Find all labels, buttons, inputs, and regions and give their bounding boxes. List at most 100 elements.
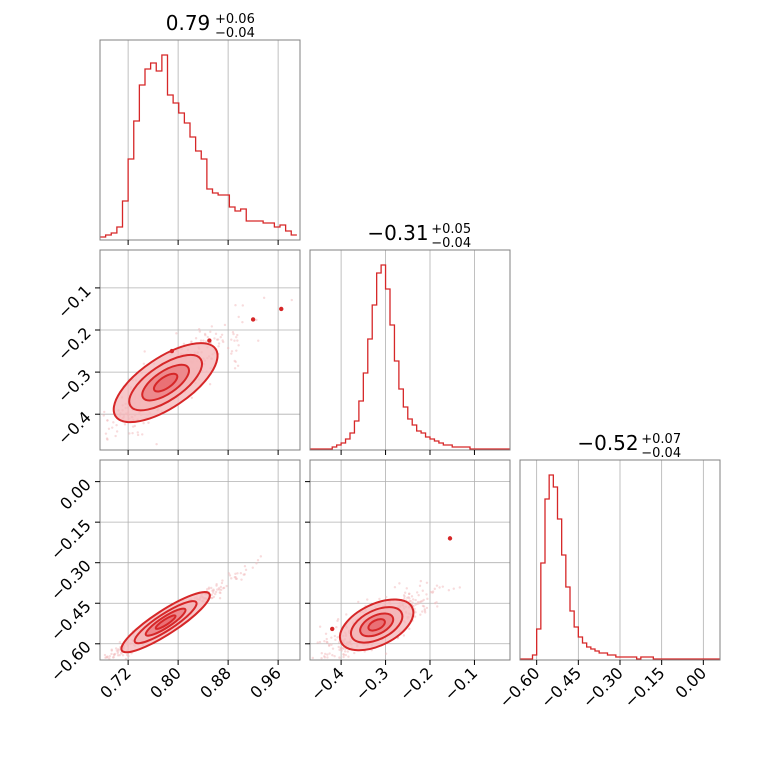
- scatter-point: [230, 577, 233, 580]
- x-tick-label: 0.00: [672, 663, 711, 702]
- scatter-point: [123, 423, 127, 426]
- scatter-point: [414, 611, 417, 614]
- marginal-title-median: −0.31: [367, 221, 428, 245]
- marginal-2-group: [519, 459, 721, 665]
- scatter-point: [419, 613, 422, 616]
- scatter-point: [441, 585, 445, 588]
- scatter-point: [136, 433, 140, 437]
- scatter-point: [108, 657, 111, 660]
- scatter-point: [210, 596, 213, 600]
- scatter-point: [326, 656, 329, 659]
- scatter-point: [108, 655, 112, 658]
- x-tick-label: 0.88: [196, 663, 235, 702]
- scatter-point: [142, 362, 146, 365]
- scatter-point: [220, 581, 224, 585]
- scatter-point: [212, 591, 215, 594]
- scatter-point: [228, 574, 232, 577]
- scatter-point: [416, 600, 420, 604]
- scatter-point: [403, 597, 406, 600]
- y-tick-label: −0.30: [47, 556, 95, 604]
- scatter-point: [204, 340, 208, 343]
- axes-frame: [99, 39, 301, 241]
- scatter-point: [221, 579, 224, 582]
- scatter-point: [216, 588, 219, 591]
- x-tick-label: −0.4: [307, 663, 348, 704]
- scatter-point: [143, 350, 146, 353]
- scatter-point: [410, 595, 414, 598]
- scatter-point: [207, 586, 211, 589]
- scatter-point: [199, 339, 203, 342]
- scatter-point: [111, 426, 114, 429]
- scatter-point: [190, 396, 194, 400]
- scatter-point: [357, 600, 360, 604]
- scatter-point: [233, 367, 237, 370]
- scatter-point: [221, 339, 224, 342]
- scatter-point: [234, 572, 237, 576]
- scatter-point: [425, 581, 429, 584]
- scatter-point: [197, 328, 201, 331]
- marginal-title-plus: +0.06: [215, 12, 255, 27]
- axes-frame: [309, 249, 511, 451]
- scatter-point: [141, 433, 144, 436]
- scatter-point: [114, 647, 118, 650]
- density-contour-4: [367, 618, 386, 632]
- marginal-title-minus: −0.04: [215, 26, 255, 41]
- scatter-point: [409, 599, 412, 603]
- scatter-point: [419, 600, 423, 603]
- scatter-point: [103, 653, 107, 657]
- scatter-point: [190, 340, 193, 343]
- scatter-point: [325, 640, 328, 644]
- scatter-point: [342, 647, 345, 651]
- outlier-point: [169, 348, 175, 354]
- scatter-point: [337, 641, 341, 644]
- x-tick-label: −0.1: [440, 663, 481, 704]
- scatter-point: [243, 573, 246, 576]
- scatter-point: [255, 318, 258, 322]
- scatter-point: [112, 655, 115, 659]
- scatter-point: [290, 298, 293, 302]
- scatter-point: [112, 421, 115, 424]
- scatter-point: [458, 586, 461, 589]
- scatter-point: [104, 432, 108, 435]
- axes-frame: [309, 459, 511, 661]
- scatter-point: [215, 583, 218, 586]
- scatter-point: [425, 606, 429, 610]
- scatter-point: [136, 431, 139, 434]
- scatter-point: [324, 652, 327, 656]
- scatter-point: [226, 346, 230, 350]
- scatter-point: [198, 330, 202, 333]
- scatter-point: [251, 566, 254, 569]
- scatter-point: [217, 345, 220, 348]
- scatter-point: [414, 598, 417, 602]
- scatter-point: [244, 568, 248, 572]
- scatter-point: [230, 350, 234, 353]
- scatter-point: [219, 588, 223, 592]
- histogram-step-line: [310, 264, 510, 450]
- scatter-point: [338, 648, 341, 652]
- scatter-point: [241, 304, 244, 307]
- scatter-point: [114, 434, 117, 438]
- scatter-point: [405, 587, 408, 590]
- scatter-point: [225, 584, 228, 588]
- x-tick-label: −0.30: [579, 663, 627, 711]
- scatter-point: [230, 352, 233, 355]
- scatter-point: [402, 634, 406, 637]
- scatter-point: [421, 610, 424, 613]
- density-contour-4: [154, 614, 177, 630]
- histogram-step-line: [520, 474, 720, 660]
- scatter-point: [259, 555, 263, 558]
- scatter-point: [435, 584, 439, 587]
- scatter-point: [436, 605, 439, 608]
- scatter-point: [210, 586, 213, 590]
- scatter-point: [233, 576, 237, 579]
- scatter-point: [431, 590, 435, 593]
- scatter-point: [320, 652, 323, 655]
- scatter-point: [110, 652, 113, 656]
- scatter-point: [142, 422, 145, 425]
- joint-1-0-group: [95, 249, 301, 455]
- marginal-1-group: [309, 249, 511, 455]
- marginal-title-plus: +0.07: [641, 432, 681, 447]
- scatter-point: [217, 342, 221, 345]
- scatter-point: [212, 588, 215, 591]
- scatter-point: [212, 595, 216, 599]
